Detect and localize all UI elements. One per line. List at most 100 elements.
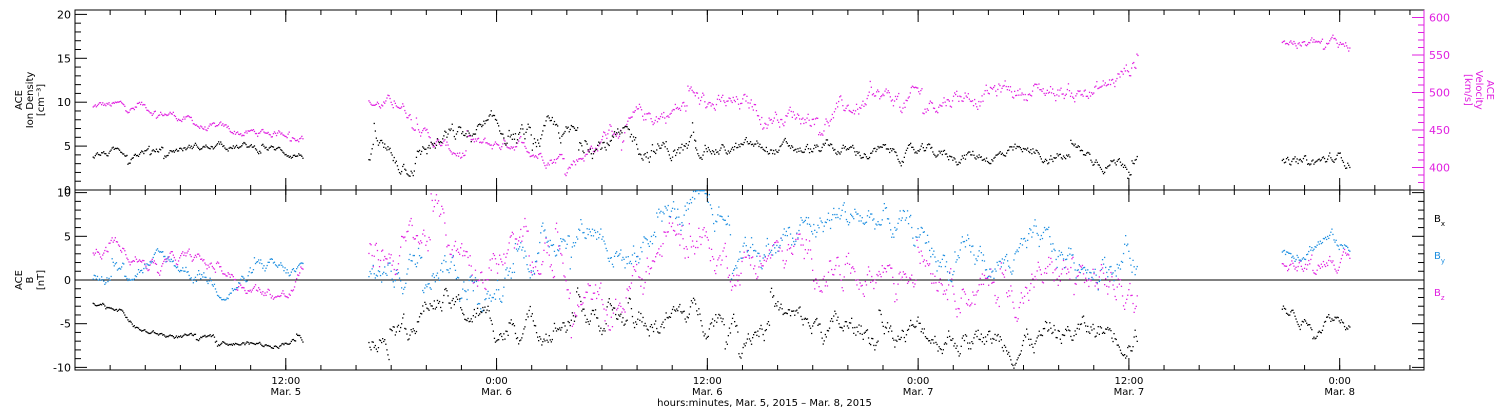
velocity-point	[895, 96, 896, 97]
velocity-point	[787, 113, 788, 114]
by-point	[120, 268, 121, 269]
velocity-point	[1011, 91, 1012, 92]
velocity-point	[565, 175, 566, 176]
by-point	[833, 208, 834, 209]
by-point	[1075, 269, 1076, 270]
velocity-point	[1008, 86, 1009, 87]
by-point	[111, 276, 112, 277]
bz-point	[893, 283, 894, 284]
by-point	[1013, 259, 1014, 260]
density-point	[1072, 144, 1073, 145]
by-point	[451, 261, 452, 262]
by-point	[1302, 258, 1303, 259]
velocity-point	[597, 150, 598, 151]
density-point	[606, 149, 607, 150]
by-point	[860, 215, 861, 216]
density-point	[162, 147, 163, 148]
bz-point	[746, 257, 747, 258]
density-point	[388, 149, 389, 150]
bz-point	[711, 249, 712, 250]
by-point	[638, 262, 639, 263]
by-point	[513, 263, 514, 264]
by-point	[917, 228, 918, 229]
bx-point	[123, 312, 124, 313]
bx-point	[631, 308, 632, 309]
velocity-point	[802, 118, 803, 119]
by-point	[838, 208, 839, 209]
bz-point	[1015, 317, 1016, 318]
bz-point	[172, 251, 173, 252]
velocity-point	[799, 118, 800, 119]
density-point	[419, 150, 420, 151]
bx-point	[717, 317, 718, 318]
bz-point	[232, 274, 233, 275]
density-point	[696, 149, 697, 150]
density-point	[556, 124, 557, 125]
bz-point	[602, 304, 603, 305]
velocity-point	[1092, 94, 1093, 95]
bz-point	[821, 290, 822, 291]
velocity-point	[791, 111, 792, 112]
density-point	[258, 153, 259, 154]
velocity-point	[795, 118, 796, 119]
bz-point	[180, 255, 181, 256]
velocity-point	[972, 100, 973, 101]
bx-point	[680, 311, 681, 312]
by-point	[716, 221, 717, 222]
velocity-point	[803, 123, 804, 124]
bx-point	[456, 296, 457, 297]
by-point	[423, 292, 424, 293]
bz-point	[786, 260, 787, 261]
velocity-point	[233, 133, 234, 134]
legend-subscript: x	[1441, 220, 1445, 228]
velocity-point	[494, 144, 495, 145]
bz-point	[872, 280, 873, 281]
bz-point	[603, 308, 604, 309]
density-point	[498, 125, 499, 126]
bz-point	[174, 257, 175, 258]
density-point	[143, 153, 144, 154]
by-point	[1292, 256, 1293, 257]
by-point	[1308, 251, 1309, 252]
velocity-point	[141, 102, 142, 103]
by-point	[736, 267, 737, 268]
by-point	[662, 212, 663, 213]
velocity-point	[776, 114, 777, 115]
velocity-point	[860, 108, 861, 109]
velocity-point	[272, 136, 273, 137]
bz-point	[1047, 266, 1048, 267]
by-point	[143, 268, 144, 269]
bz-point	[871, 276, 872, 277]
by-point	[218, 296, 219, 297]
velocity-point	[482, 142, 483, 143]
density-point	[1123, 167, 1124, 168]
density-point	[457, 131, 458, 132]
by-point	[905, 220, 906, 221]
velocity-point	[800, 123, 801, 124]
bx-point	[216, 341, 217, 342]
bz-point	[768, 255, 769, 256]
by-point	[1098, 289, 1099, 290]
bx-point	[825, 334, 826, 335]
bz-point	[1310, 259, 1311, 260]
velocity-point	[1071, 93, 1072, 94]
bx-point	[803, 324, 804, 325]
density-point	[582, 151, 583, 152]
velocity-point	[865, 104, 866, 105]
by-point	[794, 244, 795, 245]
bx-point	[442, 302, 443, 303]
by-point	[391, 271, 392, 272]
density-point	[814, 145, 815, 146]
bx-point	[648, 329, 649, 330]
density-point	[221, 144, 222, 145]
by-point	[1062, 254, 1063, 255]
bz-point	[428, 237, 429, 238]
density-point	[1046, 160, 1047, 161]
bx-point	[760, 325, 761, 326]
density-point	[228, 150, 229, 151]
bz-point	[784, 267, 785, 268]
bz-point	[264, 292, 265, 293]
bz-point	[776, 240, 777, 241]
by-point	[288, 272, 289, 273]
density-point	[496, 120, 497, 121]
